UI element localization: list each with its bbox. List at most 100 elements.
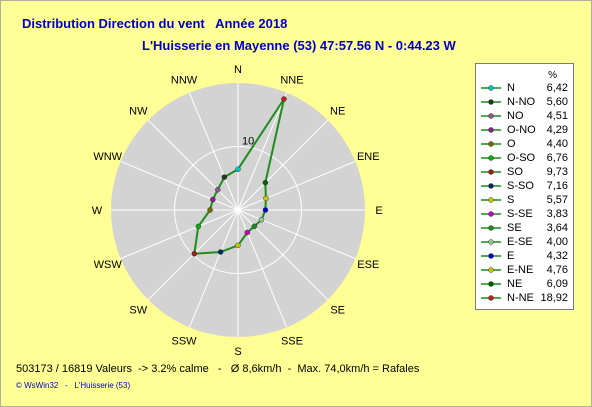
- legend-item-s-se: S-SE 3,83: [476, 207, 573, 221]
- legend-value: 3,83: [546, 208, 568, 220]
- direction-label-sw: SW: [129, 305, 147, 317]
- legend-item-n: N 6,42: [476, 81, 573, 95]
- legend-swatch: [481, 141, 501, 147]
- legend-label: SO: [507, 166, 523, 178]
- legend-header: %: [548, 70, 557, 81]
- legend-swatch: [481, 267, 501, 273]
- legend-label: O: [507, 138, 516, 150]
- legend-swatch: [481, 113, 501, 119]
- direction-label-ssw: SSW: [172, 335, 198, 347]
- legend-label: S: [507, 194, 515, 206]
- data-point-s: [235, 242, 241, 249]
- data-point-n: [235, 166, 241, 172]
- legend-swatch: [481, 211, 501, 217]
- legend-item-ne: NE 6,09: [476, 277, 573, 291]
- legend-item-e: E 4,32: [476, 249, 573, 263]
- legend-label: NE: [507, 278, 523, 290]
- direction-label-ne: NE: [330, 105, 345, 117]
- legend-item-s: S 5,57: [476, 193, 573, 207]
- legend-label: E-NE: [507, 264, 534, 276]
- legend-item-n-ne: N-NE 18,92: [476, 291, 573, 305]
- data-point-e: [262, 207, 269, 213]
- legend-swatch: [481, 99, 501, 105]
- data-point-wnw: [210, 196, 216, 203]
- data-point-ese: [258, 216, 265, 223]
- direction-label-nnw: NNW: [171, 75, 198, 87]
- legend-value: 6,42: [546, 82, 568, 94]
- legend-label: NO: [507, 110, 524, 122]
- data-point-se: [251, 223, 258, 230]
- legend-label: O-SO: [507, 152, 536, 164]
- legend-swatch: [481, 155, 501, 161]
- data-point-nnw: [221, 174, 228, 180]
- legend-value: 4,40: [546, 138, 568, 150]
- legend-swatch: [481, 239, 501, 245]
- chart-subtitle: L'Huisserie en Mayenne (53) 47:57.56 N -…: [142, 38, 456, 53]
- legend-label: E-SE: [507, 236, 533, 248]
- legend-item-s-so: S-SO 7,16: [476, 179, 573, 193]
- data-point-w: [207, 207, 213, 213]
- legend-value: 3,64: [546, 222, 568, 234]
- legend: % N 6,42 N-NO 5,60 NO 4,51 O-NO 4,29 O 4,40 O-SO 6,…: [475, 63, 574, 310]
- legend-value: 6,09: [546, 278, 568, 290]
- radial-tick-label-10: 10: [242, 136, 254, 148]
- legend-swatch: [481, 253, 501, 259]
- legend-label: N-NO: [507, 96, 536, 108]
- radial-gridcircle-10: [174, 146, 302, 274]
- legend-value: 4,32: [546, 250, 568, 262]
- legend-value: 6,76: [546, 152, 568, 164]
- direction-label-nne: NNE: [280, 75, 303, 87]
- legend-item-so: SO 9,73: [476, 165, 573, 179]
- direction-label-nw: NW: [129, 105, 148, 117]
- direction-label-wsw: WSW: [94, 259, 123, 271]
- legend-value: 4,29: [546, 124, 568, 136]
- legend-item-o: O 4,40: [476, 137, 573, 151]
- direction-label-se: SE: [330, 305, 345, 317]
- legend-item-o-no: O-NO 4,29: [476, 123, 573, 137]
- data-point-ne: [262, 179, 269, 186]
- data-point-nne: [281, 96, 287, 102]
- data-point-nw: [214, 186, 221, 193]
- footer-stats: 503173 / 16819 Valeurs -> 3.2% calme - Ø…: [16, 363, 420, 375]
- direction-label-w: W: [92, 205, 103, 217]
- legend-item-no: NO 4,51: [476, 109, 573, 123]
- direction-label-ese: ESE: [357, 259, 379, 271]
- legend-value: 18,92: [540, 292, 568, 304]
- legend-label: SE: [507, 222, 522, 234]
- legend-swatch: [481, 281, 501, 287]
- legend-value: 4,00: [546, 236, 568, 248]
- direction-label-e: E: [375, 205, 382, 217]
- data-point-wsw: [195, 223, 202, 230]
- legend-value: 5,57: [546, 194, 568, 206]
- legend-swatch: [481, 183, 501, 189]
- legend-item-n-no: N-NO 5,60: [476, 95, 573, 109]
- legend-swatch: [481, 225, 501, 231]
- direction-label-sse: SSE: [281, 335, 303, 347]
- legend-item-se: SE 3,64: [476, 221, 573, 235]
- legend-value: 5,60: [546, 96, 568, 108]
- legend-swatch: [481, 295, 501, 301]
- data-point-sse: [244, 229, 251, 236]
- direction-label-s: S: [234, 346, 241, 358]
- legend-swatch: [481, 169, 501, 175]
- legend-label: S-SE: [507, 208, 533, 220]
- data-point-ene: [263, 195, 269, 202]
- legend-label: N: [507, 82, 515, 94]
- chart-title: Distribution Direction du vent Année 201…: [22, 16, 288, 31]
- legend-label: O-NO: [507, 124, 536, 136]
- credit-line: © WsWin32 - L'Huisserie (53): [16, 381, 131, 390]
- legend-label: N-NE: [507, 292, 534, 304]
- legend-item-o-so: O-SO 6,76: [476, 151, 573, 165]
- legend-swatch: [481, 127, 501, 133]
- direction-label-ene: ENE: [357, 151, 380, 163]
- direction-label-wnw: WNW: [93, 151, 122, 163]
- legend-value: 7,16: [546, 180, 568, 192]
- legend-swatch: [481, 85, 501, 91]
- legend-value: 4,76: [546, 264, 568, 276]
- legend-item-e-se: E-SE 4,00: [476, 235, 573, 249]
- legend-label: S-SO: [507, 180, 534, 192]
- legend-value: 9,73: [546, 166, 568, 178]
- legend-value: 4,51: [546, 110, 568, 122]
- data-point-sw: [191, 250, 198, 257]
